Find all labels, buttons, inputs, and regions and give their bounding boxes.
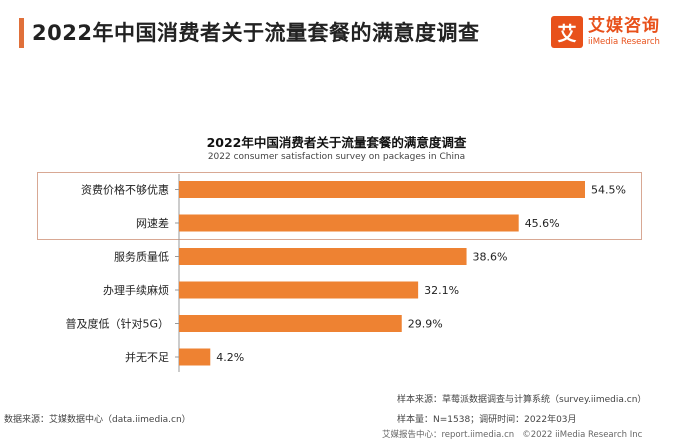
logo-icon: 艾	[551, 16, 583, 48]
logo-name-en: iiMedia Research	[588, 36, 660, 47]
bar	[179, 348, 211, 366]
bar	[179, 315, 402, 332]
category-label: 并无不足	[125, 350, 169, 364]
category-label: 资费价格不够优惠	[81, 183, 169, 197]
logo-text: 艾媒咨询 iiMedia Research	[588, 15, 660, 47]
bar	[179, 181, 585, 198]
value-label: 32.1%	[424, 284, 459, 297]
value-label: 45.6%	[525, 217, 560, 230]
sample-source-note: 样本来源：草莓派数据调查与计算系统（survey.iimedia.cn）	[397, 395, 647, 405]
highlight-box	[37, 172, 642, 240]
category-label: 服务质量低	[114, 251, 169, 264]
page-title: 2022年中国消费者关于流量套餐的满意度调查	[32, 21, 480, 45]
brand-logo: 艾 艾媒咨询 iiMedia Research	[551, 16, 660, 48]
value-label: 54.5%	[591, 184, 626, 197]
value-label: 4.2%	[216, 351, 244, 364]
value-label: 29.9%	[408, 318, 443, 331]
logo-name-cn: 艾媒咨询	[588, 15, 660, 36]
copyright-text: ©2022 iiMedia Research Inc	[522, 430, 643, 440]
category-label: 网速差	[136, 216, 169, 230]
chart-title: 2022年中国消费者关于流量套餐的满意度调查	[206, 135, 467, 150]
report-center-link[interactable]: 艾媒报告中心：report.iimedia.cn	[382, 430, 515, 440]
data-source-note: 数据来源：艾媒数据中心（data.iimedia.cn）	[4, 415, 191, 425]
bar	[179, 281, 419, 299]
chart-subtitle: 2022 consumer satisfaction survey on pac…	[207, 152, 466, 162]
category-label: 普及度低（针对5G）	[65, 317, 169, 331]
report-center-note: 艾媒报告中心：report.iimedia.cn ©2022 iiMedia R…	[382, 428, 642, 440]
bar	[179, 248, 467, 265]
category-label: 办理手续麻烦	[103, 283, 169, 297]
bar	[179, 214, 519, 232]
sample-size-note: 样本量：N=1538；调研时间：2022年03月	[397, 415, 577, 425]
title-accent-bar	[19, 18, 24, 48]
value-label: 38.6%	[473, 251, 508, 264]
